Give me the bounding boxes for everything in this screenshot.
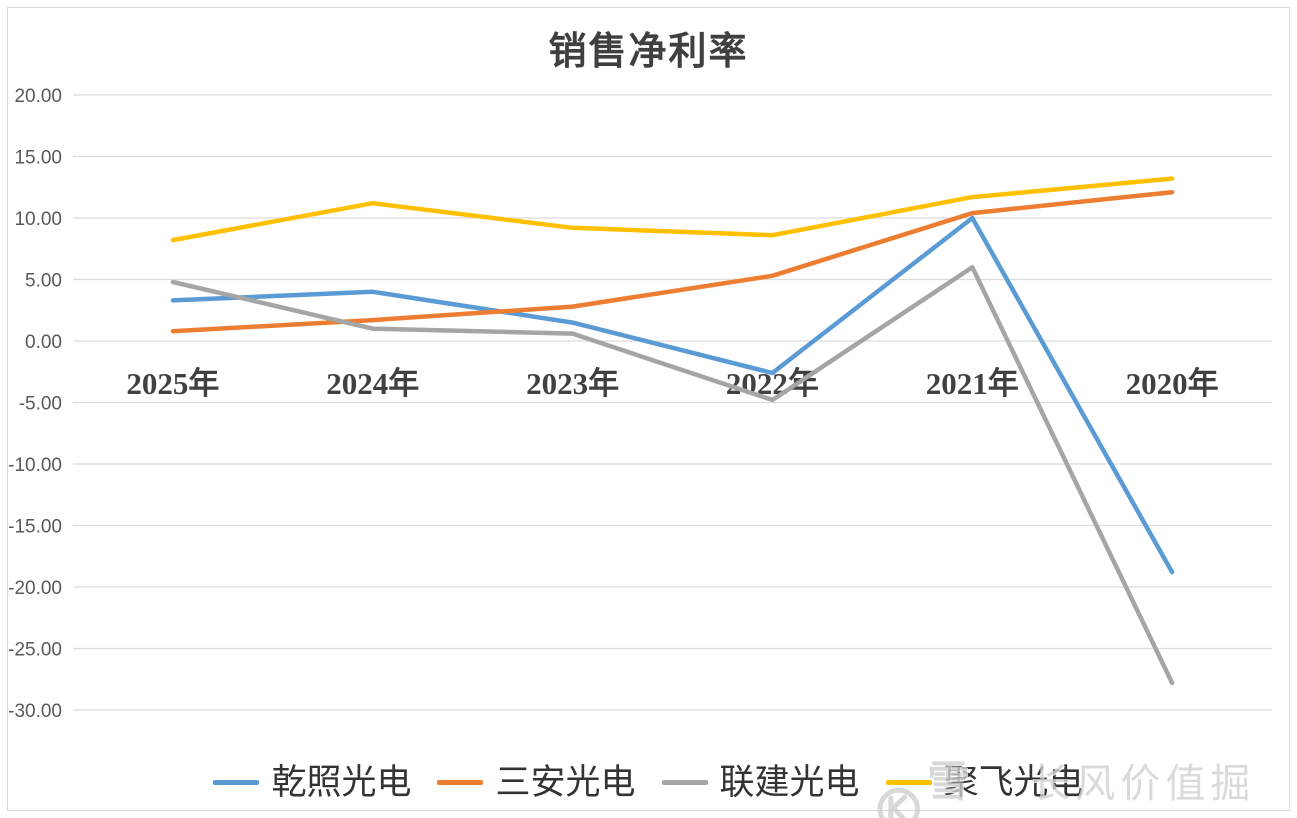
y-axis-tick-label: -10.00	[8, 455, 62, 476]
y-axis-tick-label: -20.00	[8, 578, 62, 599]
legend-line-swatch-blue	[213, 780, 260, 785]
x-axis-tick-label: 2024年	[326, 366, 419, 401]
y-axis-tick-label: -15.00	[8, 517, 62, 538]
series-line-3	[170, 176, 1175, 243]
legend-line-swatch-orange	[437, 780, 484, 785]
legend-label: 联建光电	[719, 763, 860, 802]
x-axis-tick-label: 2025年	[126, 366, 219, 401]
legend-line-swatch-gray	[661, 780, 708, 785]
legend-label: 聚飞光电	[943, 763, 1084, 802]
series-line-2	[170, 264, 1175, 686]
legend-item-sanan: 三安光电	[437, 763, 636, 802]
y-axis-tick-label: 5.00	[25, 271, 62, 292]
legend: 乾照光电 三安光电 联建光电 聚飞光电	[0, 765, 1297, 800]
y-axis-tick-label: 15.00	[14, 148, 62, 169]
legend-line-swatch-yellow	[885, 780, 932, 785]
legend-item-qianzhao: 乾照光电	[213, 765, 411, 800]
chart-title: 销售净利率	[548, 31, 749, 73]
legend-label: 三安光电	[495, 763, 636, 802]
legend-label: 乾照光电	[271, 763, 412, 802]
x-axis-tick-label: 2021年	[926, 366, 1019, 401]
y-axis-tick-label: 20.00	[14, 86, 62, 107]
y-axis-tick-label: -30.00	[8, 701, 62, 722]
y-axis-tick-label: -25.00	[8, 640, 62, 661]
y-axis-tick-label: -5.00	[19, 394, 62, 415]
y-axis-tick-label: 0.00	[25, 332, 62, 353]
x-axis-tick-label: 2023年	[526, 366, 619, 401]
y-axis-tick-label: 10.00	[14, 209, 62, 230]
legend-item-lianjian: 联建光电	[661, 763, 860, 802]
x-axis-tick-label: 2020年	[1126, 366, 1219, 401]
series-line-0	[170, 215, 1175, 575]
legend-item-jufei: 聚飞光电	[885, 763, 1084, 802]
